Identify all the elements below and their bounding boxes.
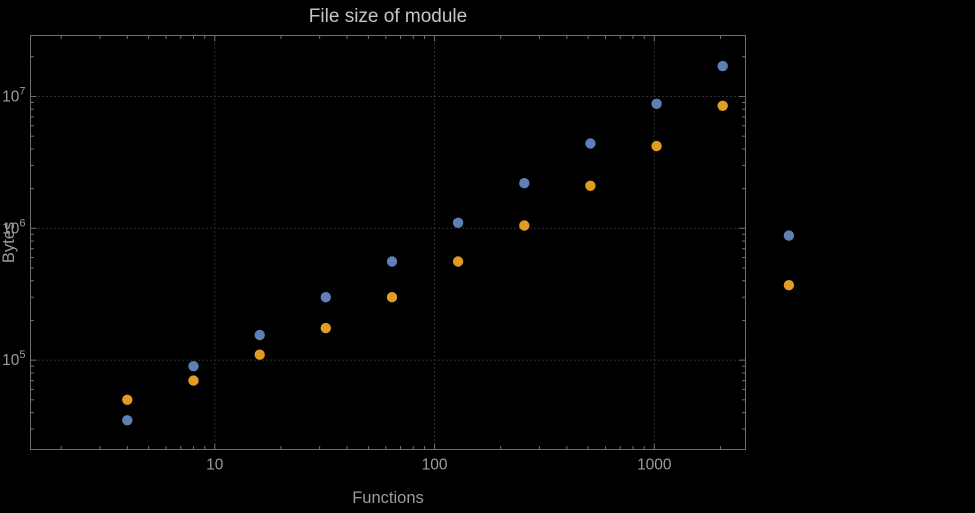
- data-point-series-2: [122, 394, 133, 405]
- data-point-series-1: [188, 361, 199, 372]
- data-point-series-1: [585, 138, 596, 149]
- data-point-series-1: [783, 230, 795, 241]
- tick-marks: [30, 35, 746, 450]
- data-point-series-1: [717, 60, 728, 72]
- data-point-series-2: [452, 256, 464, 267]
- chart-title: File size of module: [309, 6, 467, 27]
- gridlines: [30, 35, 746, 450]
- data-point-series-2: [386, 292, 398, 303]
- y-tick-label: 106: [2, 217, 25, 237]
- data-point-series-2: [651, 140, 662, 152]
- y-tick-label: 105: [2, 349, 25, 369]
- tick-labels: 10 100 1000 105 106 107: [2, 85, 672, 473]
- y-axis-label: Bytes: [0, 222, 18, 263]
- frame-group: [30, 35, 746, 450]
- data-point-series-2: [585, 180, 596, 191]
- x-tick-label: 100: [422, 457, 448, 474]
- data-point-series-1: [254, 329, 265, 341]
- data-point-series-2: [254, 349, 265, 360]
- data-point-series-1: [651, 98, 662, 110]
- data-point-series-2: [320, 322, 331, 334]
- data-points: [122, 60, 795, 426]
- x-tick-label: 10: [206, 457, 224, 474]
- data-point-series-1: [519, 178, 530, 189]
- data-point-series-1: [452, 217, 464, 228]
- data-point-series-2: [519, 220, 530, 231]
- data-point-series-2: [717, 100, 728, 112]
- y-tick-label: 107: [2, 85, 25, 105]
- data-point-series-1: [386, 256, 398, 267]
- x-tick-label: 1000: [637, 457, 672, 474]
- data-point-series-2: [783, 280, 795, 291]
- data-point-series-2: [188, 375, 199, 386]
- x-axis-label: Functions: [352, 489, 424, 507]
- data-point-series-1: [320, 292, 331, 303]
- plot-frame: [30, 35, 746, 450]
- data-point-series-1: [122, 415, 133, 426]
